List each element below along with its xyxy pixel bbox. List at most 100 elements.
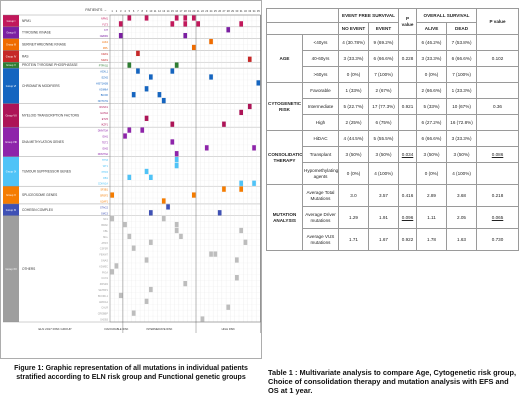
- gene-label: ETV6: [102, 118, 109, 121]
- group-label: Group III: [6, 43, 16, 47]
- patient-number: 25: [214, 9, 217, 13]
- p-value-os-cell: [476, 66, 520, 83]
- mutation-cell: [131, 310, 136, 316]
- event-cell: 1.91: [367, 206, 400, 229]
- no-event-cell: 4 (30.78%): [338, 34, 369, 51]
- mutation-cell: [123, 133, 127, 139]
- no-event-cell: 3.0: [338, 184, 369, 207]
- group-name: CHROMATIN MODIFIERS: [22, 84, 60, 88]
- group-name: TUMOUR SUPPRESSOR GENES: [22, 169, 71, 173]
- mutation-cell: [213, 251, 218, 257]
- group-band: [3, 68, 19, 104]
- patient-number: 11: [154, 9, 157, 13]
- mutation-cell: [183, 280, 188, 287]
- group-band: [3, 26, 19, 39]
- mutation-cell: [192, 15, 196, 21]
- p-value-efs-cell: 0.096: [398, 206, 418, 229]
- table-row: CONSOLIDATION THERAPY HiDAC 4 (44.5%) 5 (55…: [266, 130, 520, 185]
- gene-label: CSF3R: [100, 248, 108, 251]
- mutation-cell: [209, 251, 213, 257]
- mutation-cell: [252, 145, 256, 151]
- mutation-cell: [136, 50, 140, 57]
- alive-cell: 0 (0%): [416, 162, 448, 185]
- risk-group-label: INTERMEDIATE RISK: [146, 327, 172, 331]
- mutation-cell: [239, 109, 243, 116]
- patient-number: 15: [171, 9, 174, 13]
- mutation-cell: [123, 221, 127, 228]
- gene-label: BCOR: [101, 94, 108, 97]
- blank-subheader: [266, 22, 339, 35]
- gene-label: IDH1: [102, 136, 108, 139]
- row-label: Average Total Mutations: [302, 184, 339, 207]
- mutation-cell: [144, 86, 149, 92]
- dead-cell: 4 (100%): [446, 162, 478, 185]
- mutation-cell: [247, 103, 252, 110]
- gene-label: GNAS: [101, 259, 108, 262]
- group-name: NPM1: [22, 19, 31, 23]
- mutation-cell: [127, 127, 132, 133]
- group-label: Group II: [6, 31, 16, 35]
- mutation-cell: [183, 21, 188, 27]
- multivariate-table: EVENT FREE SURVIVAL P value OVERALL SURV…: [266, 8, 520, 251]
- no-event-cell: 3 (33.3%): [338, 50, 369, 67]
- no-event-cell: 1.29: [338, 206, 369, 229]
- mutation-heatmap-figure: PATIENTS → 1 2 3 4 5 6 7 8 9 10 11 12 13 14 15 16 17 18 19 2…: [0, 0, 262, 359]
- row-label: HiDAC: [302, 130, 339, 147]
- event-cell: 5 (55.5%): [367, 130, 400, 147]
- risk-group-title: ELN 2017 RISK GROUP: [38, 327, 71, 331]
- patient-number: 29: [231, 9, 234, 13]
- dead-header: DEAD: [446, 22, 478, 35]
- mutation-cell: [157, 92, 162, 98]
- gene-label: WT1: [103, 165, 109, 168]
- table-body: AGE <40yrs 4 (30.78%) 9 (69.2%) 6 (46.2%) 7 (…: [266, 34, 520, 251]
- mutation-cell: [118, 33, 123, 39]
- mutation-cell: [174, 62, 179, 68]
- gene-label: PHF6: [102, 171, 109, 174]
- gene-label: CUX1: [101, 277, 108, 280]
- gene-label: KDM5C: [99, 265, 108, 268]
- group-band: [3, 103, 19, 128]
- mutation-cell: [118, 292, 123, 299]
- mutation-cell: [110, 192, 114, 198]
- p-value-os-cell: 0.086: [476, 146, 520, 163]
- patient-number: 7: [137, 9, 139, 13]
- mutation-cell: [144, 168, 149, 175]
- patient-number: 26: [218, 9, 221, 13]
- event-header: EVENT: [367, 22, 400, 35]
- group-label: Group XII: [5, 267, 16, 271]
- mutation-cell: [174, 151, 179, 157]
- mutation-cell: [127, 62, 132, 68]
- p-value-os-cell: 0.730: [476, 228, 520, 251]
- patient-number: 2: [116, 9, 118, 13]
- event-cell: 4 (100%): [367, 162, 400, 185]
- no-event-cell: 5 (22.7%): [338, 98, 369, 115]
- patient-number: 32: [244, 9, 247, 13]
- event-cell: 9 (69.2%): [367, 34, 400, 51]
- section-label: CONSOLIDATION THERAPY: [266, 130, 303, 185]
- mutation-cell: [217, 210, 222, 216]
- gene-label: TP53: [102, 159, 109, 162]
- gene-label: U2AF1: [100, 200, 108, 203]
- table-row: >60yrs 0 (0%) 7 (100%) 0 (0%) 7 (100%): [267, 66, 520, 83]
- mutation-cell: [131, 245, 136, 251]
- table-row: Transplant 3 (50%) 3 (50%) 0.034 3 (50%) 3 (5…: [267, 146, 520, 163]
- mutation-cell: [131, 92, 136, 98]
- gene-label: IDH2: [102, 147, 108, 150]
- group-band: [3, 38, 19, 51]
- gene-label: CDKN2A: [98, 183, 108, 186]
- row-label: Favorable: [302, 82, 339, 99]
- event-cell: 1.67: [367, 228, 400, 251]
- table-row: High 2 (25%) 6 (75%) 6 (27.2%) 16 (72.8%): [267, 114, 520, 131]
- p-value-efs-cell: [398, 66, 418, 83]
- group-label: Group V: [6, 63, 16, 67]
- row-label: Average Driver mutations: [302, 206, 339, 229]
- alive-cell: 3 (50%): [416, 146, 448, 163]
- p-value-efs-cell: 0.416: [398, 184, 418, 207]
- patient-number: 34: [253, 9, 256, 13]
- no-event-cell: 0 (0%): [338, 162, 369, 185]
- mutation-cell: [209, 38, 213, 45]
- gene-label: EZH2: [102, 76, 109, 79]
- gene-label: CBL: [103, 230, 108, 233]
- alive-header: ALIVE: [416, 22, 448, 35]
- group-name: TYROSINE KINASE: [22, 31, 51, 35]
